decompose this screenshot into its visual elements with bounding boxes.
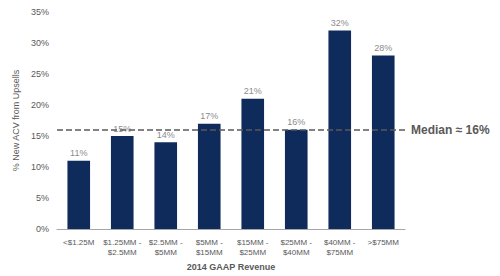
svg-text:15%: 15% — [113, 124, 131, 134]
svg-text:$2.5MM -: $2.5MM - — [149, 238, 183, 247]
svg-text:$25MM: $25MM — [239, 248, 266, 257]
svg-text:14%: 14% — [157, 130, 175, 140]
svg-text:35%: 35% — [31, 7, 49, 17]
svg-text:30%: 30% — [31, 38, 49, 48]
svg-text:28%: 28% — [374, 43, 392, 53]
svg-text:15%: 15% — [31, 131, 49, 141]
svg-text:5%: 5% — [36, 193, 49, 203]
svg-text:$5MM: $5MM — [155, 248, 178, 257]
svg-text:$75MM: $75MM — [326, 248, 353, 257]
svg-text:$5MM -: $5MM - — [196, 238, 223, 247]
svg-text:$15MM: $15MM — [196, 248, 223, 257]
svg-text:16%: 16% — [287, 117, 305, 127]
svg-text:11%: 11% — [70, 148, 87, 158]
svg-text:$15MM -: $15MM - — [237, 238, 269, 247]
svg-text:% New ACV from Upsells: % New ACV from Upsells — [11, 69, 21, 171]
svg-text:$1.25MM -: $1.25MM - — [103, 238, 142, 247]
svg-text:20%: 20% — [31, 100, 49, 110]
svg-text:17%: 17% — [200, 111, 218, 121]
svg-text:Median ≈ 16%: Median ≈ 16% — [411, 123, 490, 137]
svg-text:$40MM: $40MM — [283, 248, 310, 257]
svg-text:10%: 10% — [31, 162, 49, 172]
svg-text:$40MM -: $40MM - — [324, 238, 356, 247]
svg-text:21%: 21% — [244, 86, 262, 96]
svg-text:$2.5MM: $2.5MM — [108, 248, 137, 257]
svg-text:32%: 32% — [331, 18, 349, 28]
svg-text:<$1.25M: <$1.25M — [63, 238, 95, 247]
svg-text:$25MM -: $25MM - — [280, 238, 312, 247]
svg-text:25%: 25% — [31, 69, 49, 79]
svg-text:>$75MM: >$75MM — [368, 238, 400, 247]
svg-text:2014 GAAP Revenue: 2014 GAAP Revenue — [187, 262, 275, 272]
svg-text:0%: 0% — [36, 224, 49, 234]
